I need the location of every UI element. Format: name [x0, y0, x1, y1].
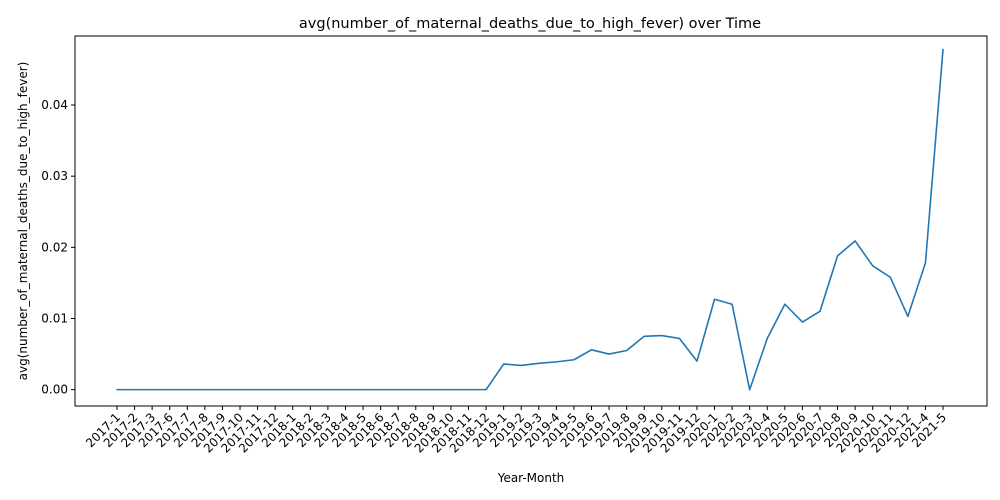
y-tick-label: 0.00 [41, 383, 68, 397]
data-point [766, 337, 769, 340]
chart-title: avg(number_of_maternal_deaths_due_to_hig… [299, 16, 761, 32]
axes-frame [74, 35, 988, 407]
y-tick-label: 0.04 [41, 98, 68, 112]
data-point [871, 264, 874, 267]
y-axis-label: avg(number_of_maternal_deaths_due_to_hig… [16, 62, 30, 381]
data-point [362, 388, 365, 391]
data-point [537, 362, 540, 365]
data-point [168, 388, 171, 391]
data-point [467, 388, 470, 391]
data-point [520, 364, 523, 367]
data-point [678, 337, 681, 340]
data-point [203, 388, 206, 391]
data-point [151, 388, 154, 391]
data-point [818, 310, 821, 313]
data-point [239, 388, 242, 391]
data-point [924, 261, 927, 264]
data-point [432, 388, 435, 391]
data-point [502, 363, 505, 366]
data-point [801, 321, 804, 324]
data-point [889, 276, 892, 279]
data-point [221, 388, 224, 391]
data-point [643, 335, 646, 338]
y-tick-label: 0.01 [41, 311, 68, 325]
data-point [291, 388, 294, 391]
y-tick-label: 0.02 [41, 240, 68, 254]
x-axis-label: Year-Month [497, 471, 565, 485]
series-line [116, 48, 944, 391]
data-point [572, 358, 575, 361]
data-point [731, 303, 734, 306]
data-point [608, 353, 611, 356]
data-point [748, 388, 751, 391]
data-point [344, 388, 347, 391]
data-point [942, 48, 945, 51]
data-point [836, 254, 839, 257]
data-point [274, 388, 277, 391]
data-point [783, 303, 786, 306]
data-point [397, 388, 400, 391]
y-tick-label: 0.03 [41, 169, 68, 183]
data-point [309, 388, 312, 391]
data-point [116, 388, 119, 391]
data-point [590, 348, 593, 351]
data-point [555, 360, 558, 363]
data-point [449, 388, 452, 391]
data-point [133, 388, 136, 391]
data-point [485, 388, 488, 391]
data-point [854, 239, 857, 242]
data-point [625, 349, 628, 352]
data-point [660, 334, 663, 337]
data-point [695, 360, 698, 363]
data-point [379, 388, 382, 391]
data-point [906, 315, 909, 318]
data-point [414, 388, 417, 391]
data-point [186, 388, 189, 391]
data-point [326, 388, 329, 391]
data-point [713, 298, 716, 301]
data-point [256, 388, 259, 391]
